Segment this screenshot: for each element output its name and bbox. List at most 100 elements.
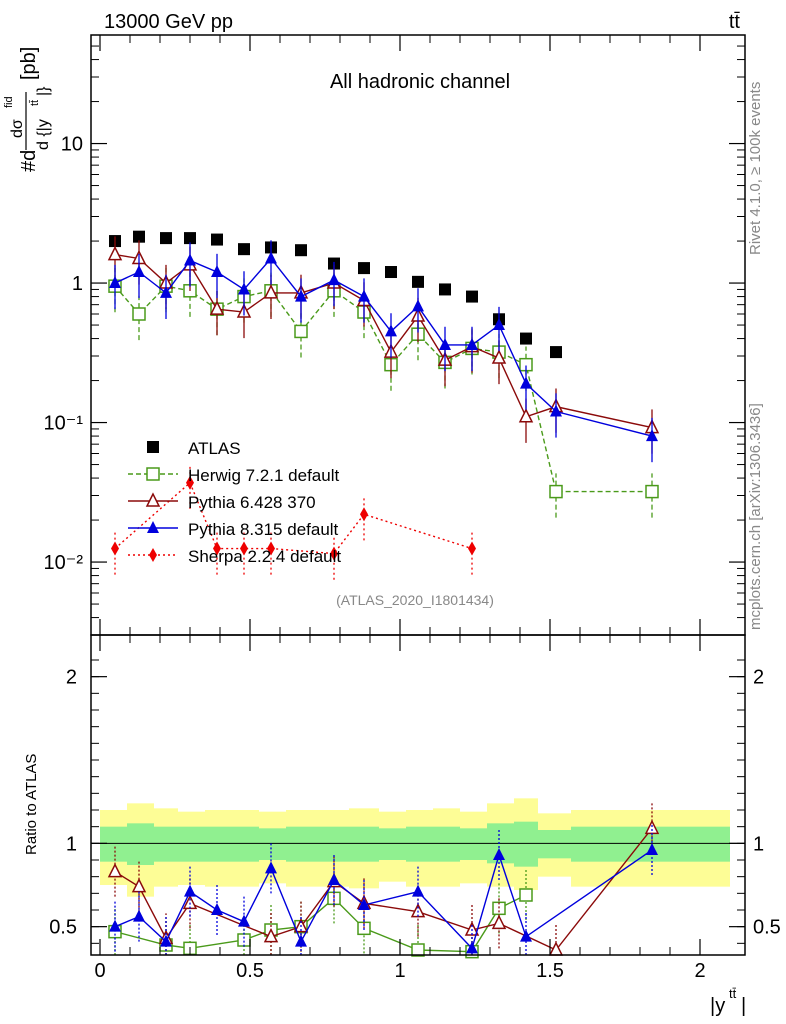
data-point xyxy=(520,376,532,389)
legend-label: Pythia 8.315 default xyxy=(188,520,339,539)
data-point xyxy=(109,276,121,289)
uncertainty-band-green xyxy=(316,826,349,862)
data-point xyxy=(238,282,250,295)
ratio-point xyxy=(491,914,507,930)
data-point xyxy=(645,484,659,499)
data-point xyxy=(295,244,307,257)
chart-title: All hadronic channel xyxy=(330,71,510,93)
uncertainty-band-green xyxy=(232,826,259,862)
ratio-y-tick-label-right: 1 xyxy=(753,833,764,855)
svg-text:tt̄: tt̄ xyxy=(29,100,41,106)
data-point xyxy=(213,541,221,556)
legend: ATLAS Herwig 7.2.1 default Pythia 6.428 37… xyxy=(128,439,341,566)
uncertainty-band-green xyxy=(538,830,571,859)
ratio-plot-frame xyxy=(90,634,746,956)
legend-label: Pythia 6.428 370 xyxy=(188,493,316,512)
data-point xyxy=(263,284,279,299)
data-point xyxy=(358,262,370,275)
data-point xyxy=(412,275,424,288)
ratio-point xyxy=(109,919,121,932)
uncertainty-band-green xyxy=(286,826,316,862)
uncertainty-band-green xyxy=(205,826,232,862)
svg-text:|}: |} xyxy=(35,86,52,96)
legend-marker xyxy=(145,492,161,507)
data-point xyxy=(267,541,275,556)
data-point xyxy=(491,349,507,364)
ratio-y-tick-label-right: 0.5 xyxy=(753,917,781,939)
ratio-point xyxy=(265,861,277,874)
data-point xyxy=(295,289,307,302)
ratio-point xyxy=(295,934,307,947)
data-point xyxy=(209,300,225,315)
svg-text:fid: fid xyxy=(3,96,15,108)
series-line xyxy=(114,253,653,429)
ratio-point xyxy=(493,848,505,860)
series-line xyxy=(114,285,652,493)
data-point xyxy=(184,253,196,266)
data-point xyxy=(549,484,563,499)
uncertainty-band-green xyxy=(349,826,379,862)
data-point xyxy=(132,307,146,321)
legend-marker xyxy=(146,467,160,481)
ratio-point xyxy=(107,862,123,878)
data-point xyxy=(360,507,368,522)
data-point xyxy=(439,337,451,350)
uncertainty-band-green xyxy=(514,821,538,867)
ratio-point xyxy=(646,843,658,855)
x-tick-label: 1.5 xyxy=(536,960,564,982)
y-tick-label: 10⁻² xyxy=(44,552,84,574)
data-point xyxy=(211,265,223,278)
y-tick-label: 10 xyxy=(61,134,83,156)
svg-text:#d: #d xyxy=(18,150,40,172)
ratio-point xyxy=(358,898,370,910)
uncertainty-band-green xyxy=(406,826,433,862)
y-tick-label: 10⁻¹ xyxy=(44,413,84,435)
process-label: tt̄ xyxy=(729,11,741,33)
data-point xyxy=(133,230,145,243)
legend-entry: Sherpa 2.2.4 default xyxy=(128,547,341,566)
uncertainty-band-green xyxy=(127,823,154,865)
uncertainty-band-green xyxy=(178,826,205,862)
data-point xyxy=(439,283,451,296)
data-point xyxy=(294,324,308,339)
ratio-point xyxy=(412,884,424,897)
ratio-series-pythia xyxy=(109,825,658,955)
legend-entry: Herwig 7.2.1 default xyxy=(128,466,339,485)
ratio-point xyxy=(519,888,533,902)
ratio-y-tick-label: 0.5 xyxy=(49,917,77,939)
series-line xyxy=(114,257,653,437)
data-point xyxy=(211,233,223,246)
uncertainty-band-green xyxy=(154,826,178,862)
x-tick-label: 0 xyxy=(94,960,105,982)
ratio-point xyxy=(466,941,478,954)
legend-marker xyxy=(149,548,157,562)
uncertainty-band-green xyxy=(100,826,127,862)
analysis-id: (ATLAS_2020_I1801434) xyxy=(336,592,494,608)
ratio-point xyxy=(184,884,196,897)
ratio-point xyxy=(133,909,145,922)
ratio-point xyxy=(182,894,198,910)
ratio-point xyxy=(328,873,340,885)
data-point xyxy=(160,285,172,298)
legend-entry: Pythia 8.315 default xyxy=(128,520,339,539)
ratio-y-tick-label: 2 xyxy=(66,667,77,689)
data-point xyxy=(240,541,248,556)
uncertainty-band-green xyxy=(259,828,286,860)
series-sherpa xyxy=(111,464,476,580)
ratio-point xyxy=(263,927,279,943)
legend-label: Herwig 7.2.1 default xyxy=(188,466,339,485)
data-point xyxy=(550,404,562,417)
legend-entry: ATLAS xyxy=(147,439,241,458)
series-atlas xyxy=(109,230,562,359)
x-axis-label: |y tt̄ | xyxy=(710,986,746,1017)
data-point xyxy=(133,265,145,278)
series-line xyxy=(114,481,473,555)
ratio-point xyxy=(237,933,251,947)
data-point xyxy=(412,299,424,312)
uncertainty-band-green xyxy=(433,826,460,862)
data-point xyxy=(238,243,250,256)
series-pythia xyxy=(109,240,658,463)
legend-entry: Pythia 6.428 370 xyxy=(128,492,316,512)
ratio-y-axis-label: Ratio to ATLAS xyxy=(23,754,40,855)
